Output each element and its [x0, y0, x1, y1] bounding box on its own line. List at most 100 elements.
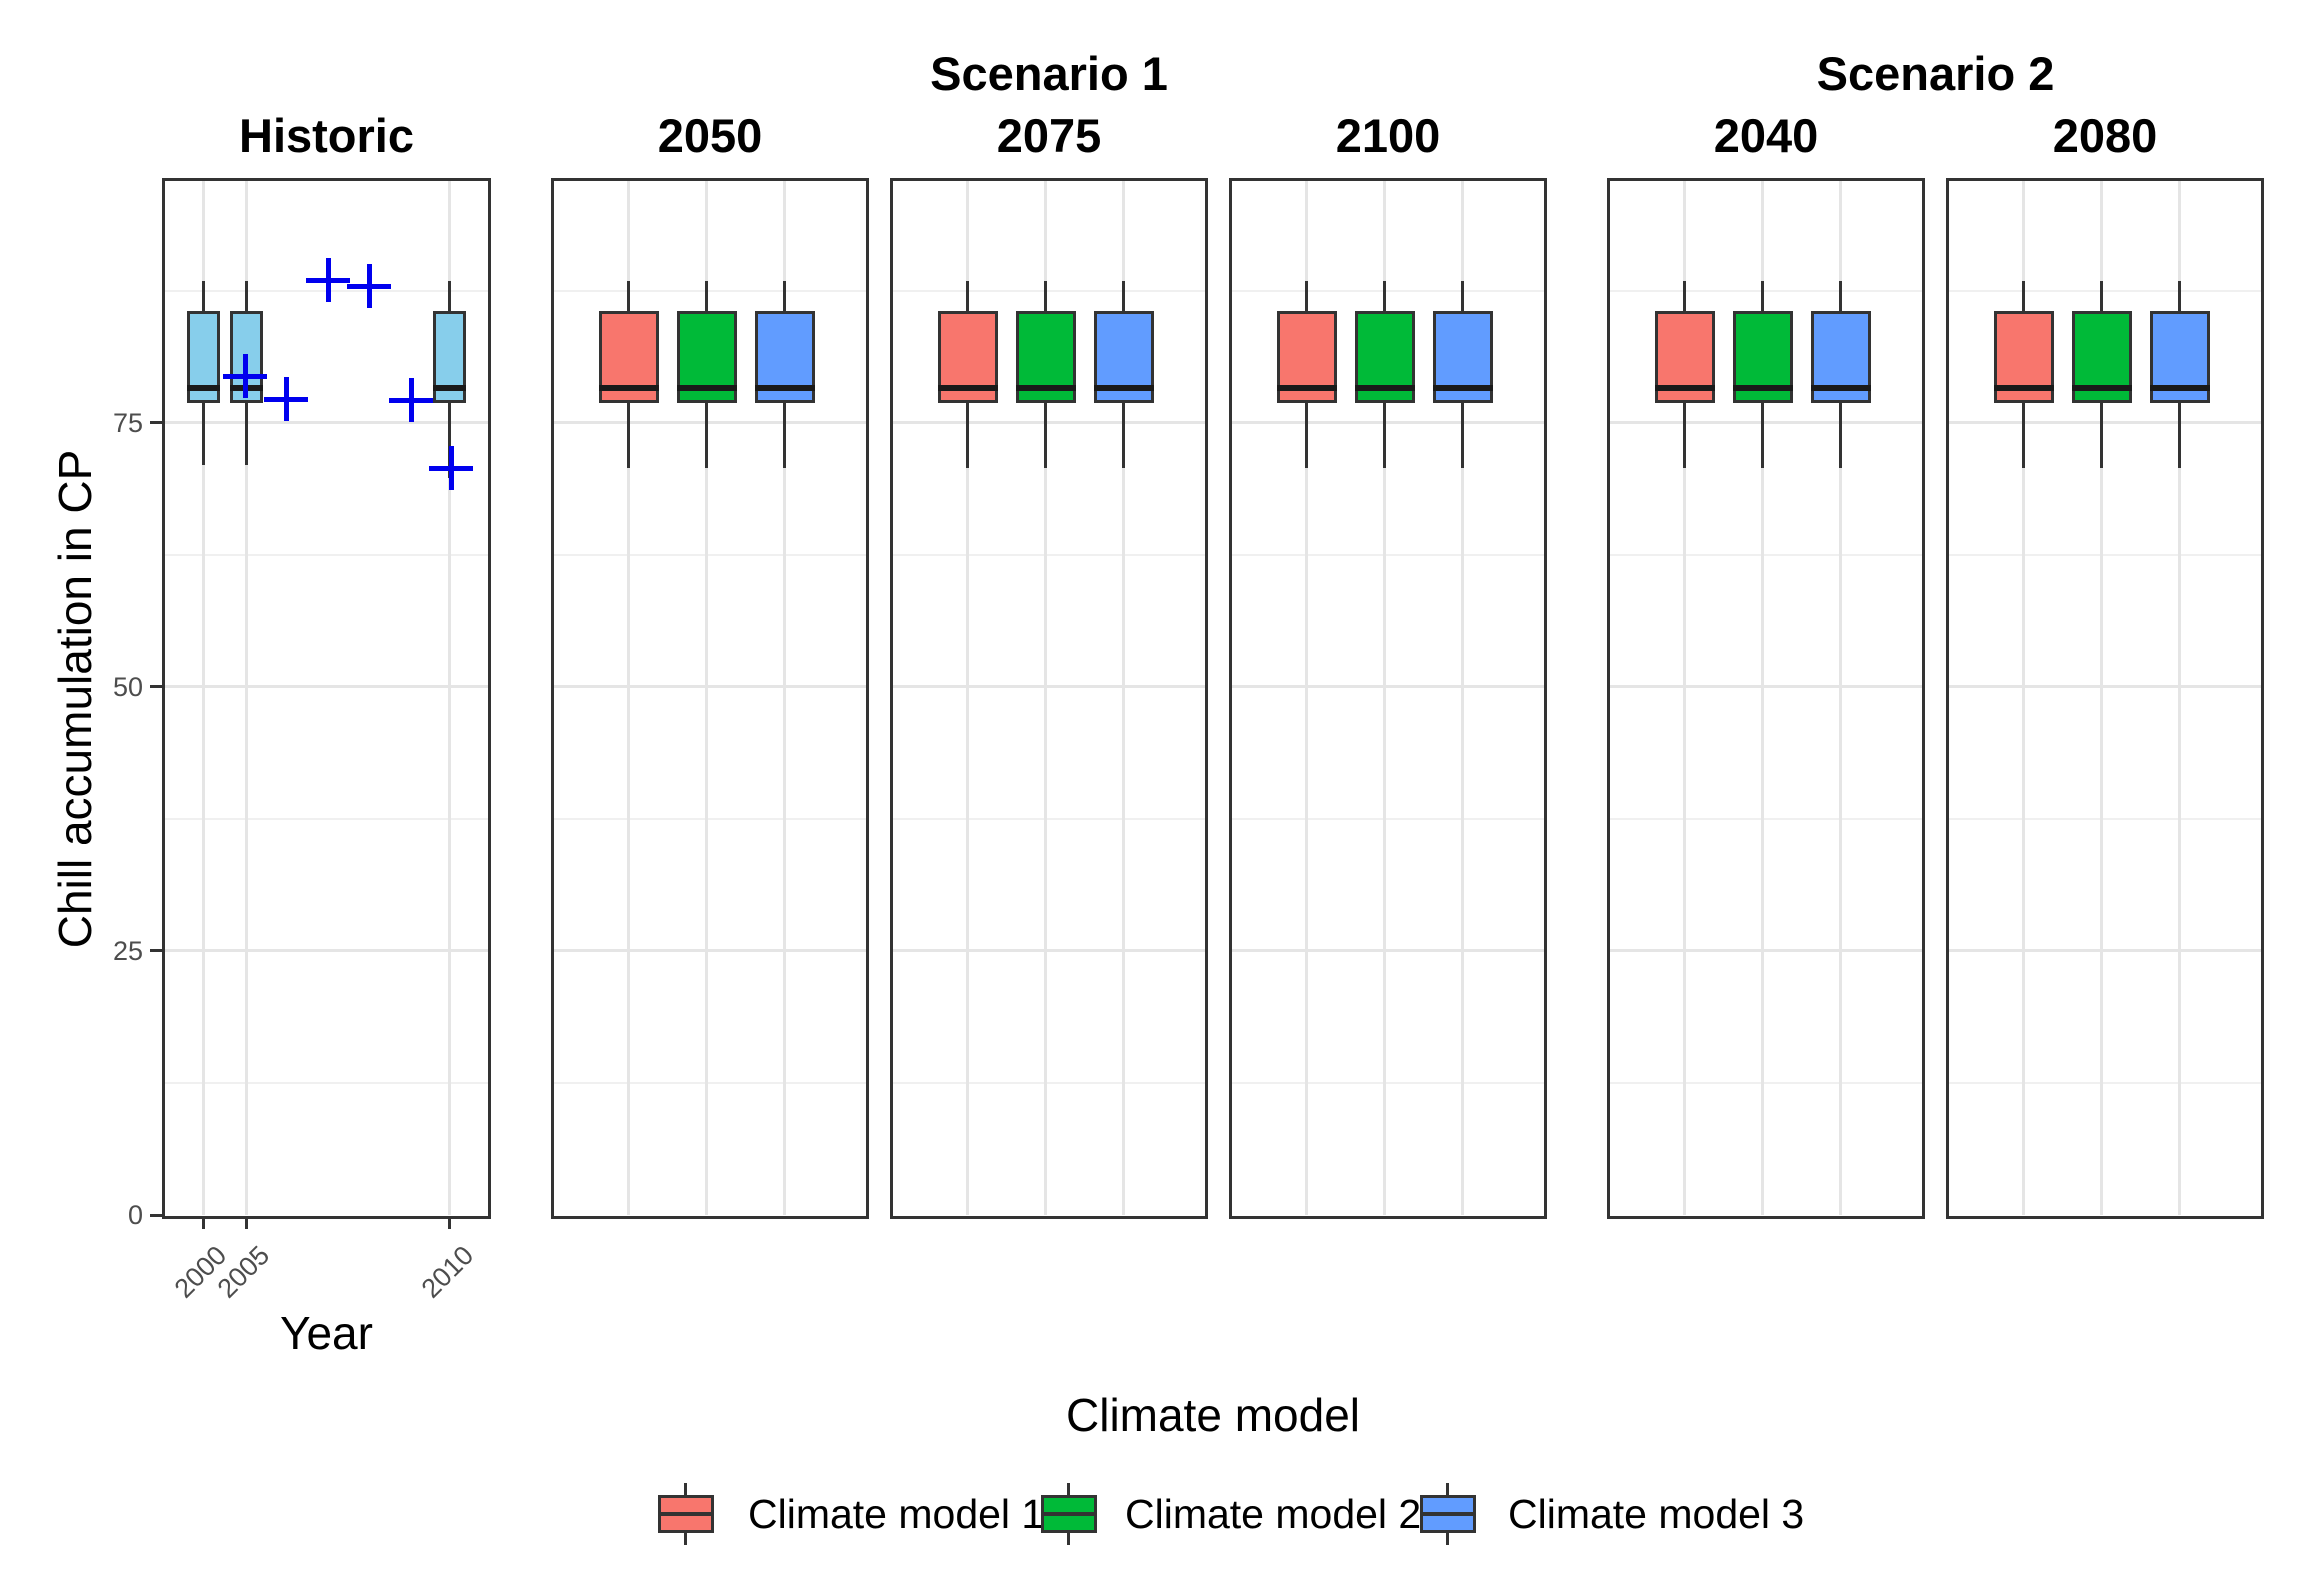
cross-bar-v: [409, 378, 415, 423]
y-tick-mark: [150, 421, 162, 425]
gridline-minor-y: [1610, 553, 1922, 556]
gridline-major-y: [1232, 421, 1544, 425]
gridline-minor-y: [165, 817, 488, 820]
median-line: [2071, 384, 2132, 391]
outlier-cross-icon: [347, 264, 392, 309]
median-line: [2149, 384, 2210, 391]
median-line: [1432, 384, 1493, 391]
legend-key-boxplot-icon: [658, 1483, 714, 1545]
gridline-minor-y: [1232, 553, 1544, 556]
facet-panel: [162, 178, 491, 1219]
facet-panel: [1229, 178, 1547, 1219]
facet-panel: [1946, 178, 2264, 1219]
scenario-2-header: Scenario 2: [1816, 47, 2055, 100]
gridline-minor-y: [1949, 1081, 2261, 1084]
y-tick-mark: [150, 685, 162, 689]
whisker-upper: [627, 281, 631, 311]
legend-entry-label: Climate model 1: [748, 1491, 1045, 1537]
gridline-minor-y: [893, 817, 1205, 820]
panel-title: 2040: [1713, 109, 1819, 162]
legend-title: Climate model: [1066, 1389, 1360, 1441]
gridline-major-y: [1610, 685, 1922, 689]
gridline-x: [1122, 181, 1126, 1215]
x-tick-label: 2010: [415, 1240, 480, 1304]
whisker-upper: [201, 281, 205, 311]
x-tick-mark: [448, 1216, 452, 1229]
gridline-minor-y: [893, 289, 1205, 292]
legend-entry-label: Climate model 3: [1508, 1491, 1805, 1537]
gridline-x: [1461, 181, 1465, 1215]
whisker-lower: [1044, 402, 1048, 469]
whisker-lower: [2178, 402, 2182, 469]
outlier-cross-icon: [264, 377, 309, 422]
gridline-minor-y: [1232, 817, 1544, 820]
gridline-x: [1761, 181, 1765, 1215]
whisker-lower: [1122, 402, 1126, 469]
whisker-upper: [1122, 281, 1126, 311]
median-line: [1093, 384, 1154, 391]
gridline-major-y: [1949, 421, 2261, 425]
gridline-x: [244, 181, 248, 1215]
panel-title: 2050: [657, 109, 763, 162]
gridline-major-y: [165, 421, 488, 425]
whisker-upper: [2100, 281, 2104, 311]
whisker-lower: [1683, 402, 1687, 469]
gridline-minor-y: [554, 289, 866, 292]
legend-key-boxplot-icon: [1041, 1483, 1097, 1545]
gridline-major-y: [165, 685, 488, 689]
panel-title: 2075: [996, 109, 1102, 162]
whisker-lower: [201, 402, 205, 465]
gridline-major-y: [165, 949, 488, 953]
median-line: [1276, 384, 1337, 391]
y-tick-label: 0: [127, 1200, 143, 1230]
whisker-lower: [448, 402, 452, 478]
gridline-x: [1839, 181, 1843, 1215]
gridline-x: [705, 181, 709, 1215]
median-line: [1015, 384, 1076, 391]
y-axis-title: Chill accumulation in CP: [49, 449, 101, 949]
gridline-x: [783, 181, 787, 1215]
whisker-upper: [783, 281, 787, 311]
gridline-x: [627, 181, 631, 1215]
whisker-upper: [1044, 281, 1048, 311]
legend-key-whisker-top: [1067, 1483, 1070, 1495]
outlier-cross-icon: [223, 354, 268, 399]
whisker-lower: [244, 402, 248, 465]
legend-key-whisker-top: [1446, 1483, 1449, 1495]
gridline-x: [2178, 181, 2182, 1215]
x-tick-mark: [244, 1216, 248, 1229]
panel-title: Historic: [239, 109, 414, 162]
outlier-cross-icon: [428, 446, 473, 491]
median-line: [1810, 384, 1871, 391]
gridline-minor-y: [1949, 553, 2261, 556]
gridline-major-y: [893, 685, 1205, 689]
legend-entry-label: Climate model 2: [1125, 1491, 1422, 1537]
gridline-minor-y: [893, 1081, 1205, 1084]
whisker-lower: [2022, 402, 2026, 469]
whisker-lower: [627, 402, 631, 469]
whisker-lower: [1461, 402, 1465, 469]
gridline-x: [1305, 181, 1309, 1215]
gridline-major-y: [1610, 421, 1922, 425]
median-line: [598, 384, 659, 391]
whisker-lower: [2100, 402, 2104, 469]
whisker-upper: [1305, 281, 1309, 311]
cross-bar-v: [243, 354, 249, 399]
legend-key-median: [661, 1512, 711, 1516]
median-line: [1732, 384, 1793, 391]
gridline-x: [1044, 181, 1048, 1215]
gridline-major-y: [893, 421, 1205, 425]
legend-key-whisker-bottom: [1446, 1533, 1449, 1545]
gridline-major-y: [1232, 685, 1544, 689]
median-line: [1354, 384, 1415, 391]
y-tick-mark: [150, 1213, 162, 1217]
cross-bar-v: [367, 264, 373, 309]
legend-key-boxplot-icon: [1420, 1483, 1476, 1545]
gridline-x: [448, 181, 452, 1215]
whisker-lower: [705, 402, 709, 469]
whisker-upper: [966, 281, 970, 311]
whisker-upper: [448, 281, 452, 311]
whisker-upper: [1461, 281, 1465, 311]
panel-title: 2100: [1335, 109, 1441, 162]
gridline-major-y: [554, 421, 866, 425]
